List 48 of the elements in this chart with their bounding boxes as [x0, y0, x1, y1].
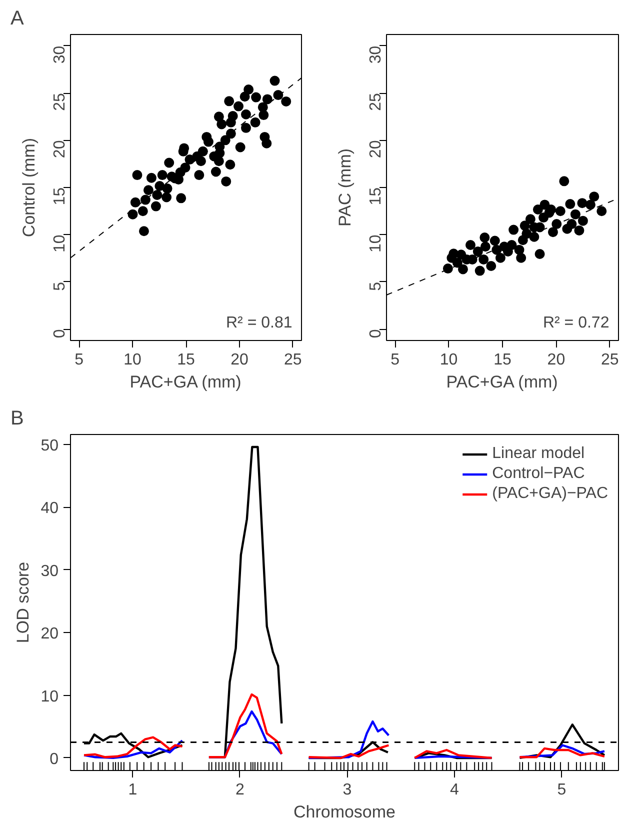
x-tick-label: 5: [390, 352, 400, 368]
y-tick-label: 10: [40, 688, 59, 706]
x-tick-label: 20: [547, 352, 566, 368]
x-tick-label: 10: [124, 352, 142, 368]
x-axis-title: Chromosome: [293, 802, 396, 822]
y-tick-label: 15: [52, 187, 68, 206]
y-tick-label: 0: [52, 329, 68, 338]
x-tick-label: 5: [74, 352, 84, 368]
legend-label: Linear model: [492, 445, 585, 463]
y-tick-label: 0: [368, 329, 384, 338]
y-tick-label: 40: [40, 500, 59, 518]
y-axis-title: LOD score: [14, 562, 33, 644]
y-tick-label: 50: [40, 438, 59, 455]
x-tick-label: 20: [230, 352, 248, 368]
x-tick-label: 3: [342, 782, 352, 798]
y-tick-label: 25: [52, 92, 68, 111]
x-tick-label: 1: [128, 782, 138, 798]
y-axis-title: Control (mm): [20, 138, 38, 238]
y-tick-label: 10: [52, 234, 68, 253]
y-tick-label: 15: [368, 187, 384, 206]
x-axis-title: PAC+GA (mm): [130, 372, 242, 392]
x-axis-title: PAC+GA (mm): [446, 372, 558, 392]
x-tick-label: 25: [601, 352, 619, 368]
y-tick-label: 20: [368, 140, 384, 158]
y-tick-label: 10: [368, 234, 384, 253]
legend-label: Control−PAC: [492, 465, 585, 483]
chart-title: B: [10, 408, 24, 430]
annotation: R² = 0.81: [226, 314, 292, 332]
x-tick-label: 2: [235, 782, 244, 798]
y-tick-label: 20: [40, 626, 59, 643]
x-tick-label: 15: [177, 352, 195, 368]
y-tick-label: 0: [50, 750, 59, 768]
x-tick-label: 25: [284, 352, 302, 368]
y-axis-title: PAC (mm): [336, 148, 354, 227]
x-tick-label: 5: [557, 782, 566, 798]
y-tick-label: 5: [52, 282, 68, 291]
annotation: R² = 0.72: [542, 314, 610, 332]
x-tick-label: 4: [450, 782, 459, 798]
y-tick-label: 30: [52, 46, 68, 64]
y-tick-label: 30: [40, 562, 59, 580]
x-tick-label: 15: [494, 352, 512, 368]
chart-title: A: [10, 8, 24, 30]
x-tick-label: 10: [440, 352, 458, 368]
y-tick-label: 5: [368, 282, 384, 291]
y-tick-label: 20: [52, 140, 68, 158]
legend-label: (PAC+GA)−PAC: [492, 485, 608, 503]
y-tick-label: 25: [368, 92, 384, 111]
y-tick-label: 30: [368, 46, 384, 64]
